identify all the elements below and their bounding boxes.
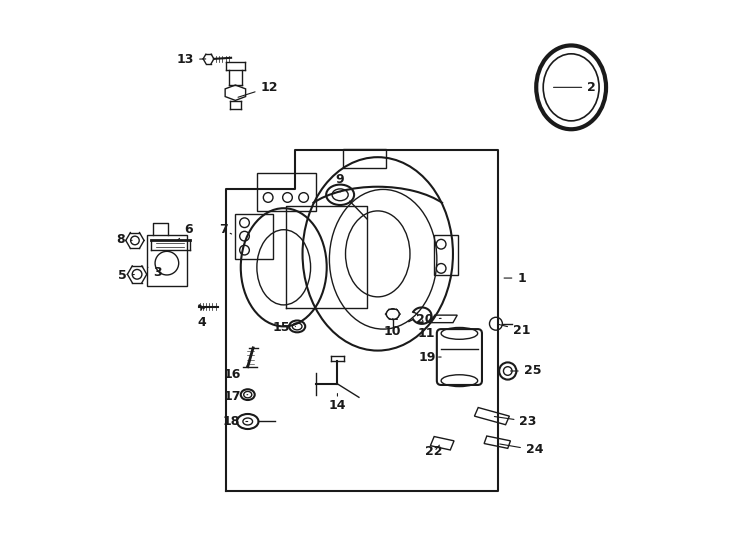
Text: 11: 11 xyxy=(418,320,435,340)
Text: 24: 24 xyxy=(500,443,543,456)
Text: 5: 5 xyxy=(118,269,134,282)
Text: 21: 21 xyxy=(498,323,531,336)
Text: 23: 23 xyxy=(495,415,537,428)
Text: 25: 25 xyxy=(511,364,541,377)
Text: 9: 9 xyxy=(336,173,344,192)
Text: 12: 12 xyxy=(238,81,278,97)
Text: 13: 13 xyxy=(177,53,206,66)
Text: 7: 7 xyxy=(219,223,232,236)
Text: 8: 8 xyxy=(117,233,132,246)
Text: 4: 4 xyxy=(197,308,206,329)
Text: 22: 22 xyxy=(426,445,443,458)
Text: 16: 16 xyxy=(224,366,248,381)
Text: 20: 20 xyxy=(416,313,441,326)
Text: 17: 17 xyxy=(224,390,248,403)
Text: 3: 3 xyxy=(148,266,161,279)
Text: 19: 19 xyxy=(418,350,441,363)
Text: 15: 15 xyxy=(272,321,296,334)
Text: 2: 2 xyxy=(553,81,596,94)
Text: 1: 1 xyxy=(504,272,526,285)
Text: 14: 14 xyxy=(329,394,346,412)
Text: 6: 6 xyxy=(178,223,193,240)
Text: 10: 10 xyxy=(384,319,401,338)
Text: 18: 18 xyxy=(223,415,248,428)
